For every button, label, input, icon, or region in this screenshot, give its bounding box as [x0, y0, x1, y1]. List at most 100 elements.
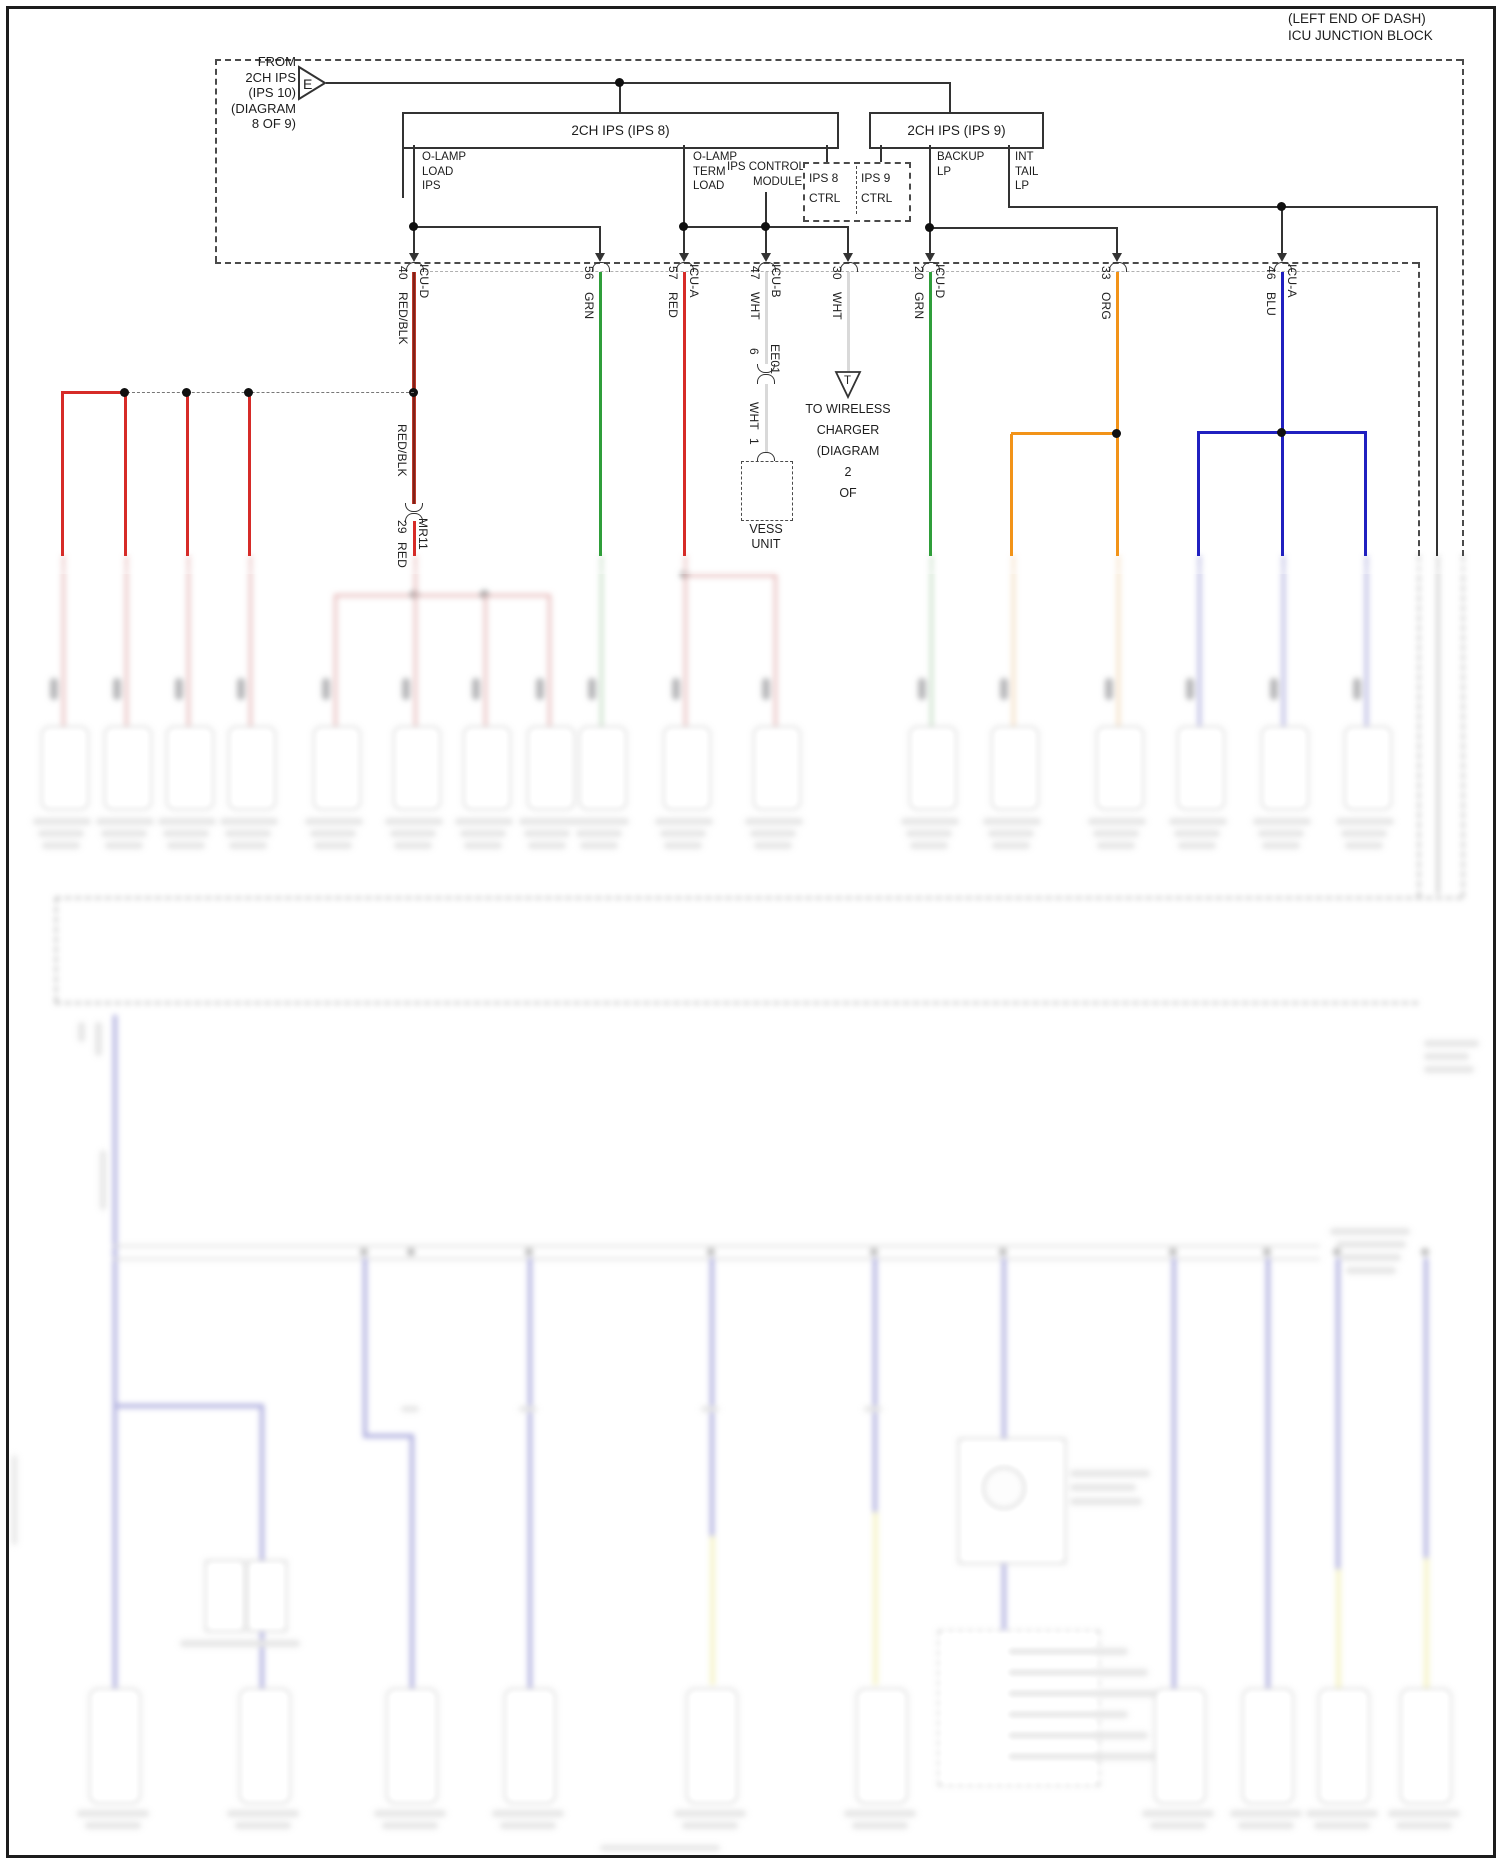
blurred-text	[655, 818, 713, 825]
wire-color-label: GRN	[582, 292, 596, 320]
blurred-wire	[1198, 556, 1201, 726]
blurred-text	[220, 818, 278, 825]
wire40-mr11-label: MR11	[416, 518, 430, 550]
blurred-text	[1341, 830, 1387, 837]
ips8-title: 2CH IPS (IPS 8)	[571, 123, 670, 138]
pin-connector-label: ICU-A	[687, 264, 701, 298]
blurred-text	[96, 818, 154, 825]
int-tail-line	[1008, 206, 1437, 208]
blurred-text	[745, 818, 803, 825]
pin-cavity-icon	[758, 262, 776, 272]
blurred-text	[682, 1822, 738, 1829]
blurred-text	[33, 818, 91, 825]
blurred-text	[95, 1022, 102, 1056]
blurred-wire	[684, 556, 687, 726]
blurred-text	[1070, 1470, 1150, 1477]
cell-ips9-ctrl: IPS 9 CTRL	[861, 171, 893, 205]
blurred-dot	[707, 1248, 715, 1256]
blurred-wire	[1336, 1569, 1341, 1688]
pin-arrow-icon	[761, 253, 771, 262]
blurred-dot	[407, 1248, 415, 1256]
blurred-component-box	[1177, 726, 1225, 810]
blurred-component-box	[463, 726, 511, 810]
icu-dashed-right-outer	[1462, 59, 1464, 556]
wire-segment	[413, 521, 416, 556]
wire-segment	[847, 272, 850, 371]
cell-int-tail-lp: INT TAIL LP	[1015, 151, 1039, 192]
blurred-wire	[125, 556, 128, 726]
feed-drop-ips9	[949, 82, 951, 112]
blurred-wire	[1266, 1258, 1270, 1688]
blurred-text	[852, 1822, 908, 1829]
blurred-dashed	[1418, 556, 1420, 897]
blurred-text	[382, 1822, 438, 1829]
dest-line: (DIAGRAM	[816, 444, 880, 458]
blurred-text	[1336, 818, 1394, 825]
blurred-dot	[1263, 1248, 1271, 1256]
pin-connector-label: ICU-D	[933, 264, 947, 299]
blurred-text	[1097, 842, 1135, 849]
blurred-wire	[414, 556, 417, 726]
blurred-wire	[334, 594, 548, 597]
blurred-text	[1253, 818, 1311, 825]
wire-color-label: RED	[666, 292, 680, 318]
vess-pin6-label: 6	[747, 348, 761, 355]
pin-arrow-icon	[1277, 253, 1287, 262]
blurred-text	[85, 1822, 141, 1829]
blurred-text	[314, 842, 352, 849]
blurred-dashed	[1462, 556, 1464, 897]
vess-pin-cap	[757, 452, 775, 462]
blurred-text	[992, 842, 1030, 849]
blurred-wire	[1336, 1258, 1340, 1569]
blurred-text	[38, 830, 84, 837]
blurred-text	[664, 842, 702, 849]
blurred-component-box	[1242, 1688, 1294, 1804]
blurred-component-box	[527, 726, 575, 810]
blurred-small-box	[205, 1560, 245, 1632]
inline-connector-lower	[757, 374, 775, 384]
vess-unit-box	[741, 461, 793, 521]
blurred-component-box	[579, 726, 627, 810]
blurred-wire	[113, 1258, 1320, 1260]
blurred-text	[576, 830, 622, 837]
blurred-wire	[774, 574, 777, 726]
blurred-component-box	[104, 726, 152, 810]
wireless-dest-label: TO WIRELESS CHARGER (DIAGRAM 2 OF	[778, 399, 918, 504]
org-branch-h	[1011, 432, 1119, 435]
blurred-component-box	[504, 1688, 556, 1804]
wire-segment	[61, 391, 64, 556]
cell-o-lamp-load-ips: O-LAMP LOAD IPS	[422, 151, 467, 192]
wire-segment	[1197, 433, 1200, 556]
blurred-text	[901, 818, 959, 825]
pin-connector-label: ICU-B	[769, 264, 783, 298]
blurred-component-box	[991, 726, 1039, 810]
blurred-text	[1070, 1484, 1136, 1491]
blurred-wire	[260, 1630, 264, 1688]
pin-arrow-icon	[679, 253, 689, 262]
blurred-wire	[260, 1404, 264, 1560]
pin-cavity-icon	[406, 262, 424, 272]
wire-segment	[1116, 434, 1119, 556]
blurred-text	[910, 842, 948, 849]
blurred-text	[1142, 1810, 1214, 1817]
blurred-text	[167, 842, 205, 849]
pin-number-label: 40	[396, 266, 410, 280]
blurred-component-box	[1318, 1688, 1370, 1804]
wire-color-label: ORG	[1099, 292, 1113, 320]
blurred-text	[225, 830, 271, 837]
blurred-text	[1238, 1822, 1294, 1829]
wire-segment	[248, 392, 251, 556]
blurred-text	[1345, 842, 1383, 849]
source-tag-e: E	[303, 76, 312, 92]
pin-number-label: 47	[748, 266, 762, 280]
feed-drop-ips8	[619, 82, 621, 112]
source-label: FROM 2CH IPS (IPS 10) (DIAGRAM 8 OF 9)	[168, 54, 296, 132]
blurred-dashed	[55, 897, 1462, 899]
blurred-connector-nub	[536, 678, 544, 700]
blurred-component-box	[663, 726, 711, 810]
blurred-text	[460, 830, 506, 837]
blurred-component-box	[1154, 1688, 1206, 1804]
blurred-text	[1070, 1498, 1142, 1505]
